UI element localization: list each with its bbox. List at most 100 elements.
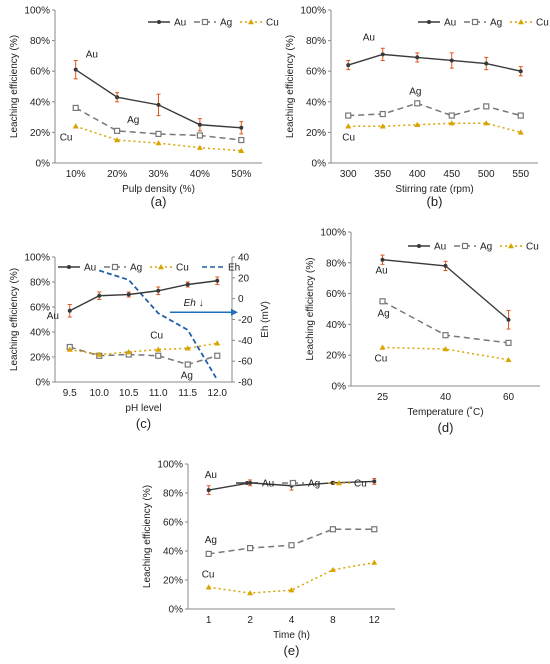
ag-series-line [75, 107, 242, 141]
chart-panel-d: 0% 20% 40% 60% 80% 100% 25 40 60 Temperature (˚C)… [305, 228, 540, 435]
y-tick-label: 60% [163, 518, 183, 529]
cu-data-label: Cu [375, 354, 388, 365]
ag-marker [205, 550, 212, 558]
au-data-label: Au [47, 311, 59, 322]
cu-data-label: Cu [342, 132, 355, 143]
x-axis-title: Stirring rate (rpm) [395, 184, 473, 195]
cu-marker [247, 590, 254, 596]
y-tick-label: 80% [30, 36, 50, 47]
au-marker [185, 282, 190, 287]
cu-marker [196, 144, 203, 150]
cu-marker [288, 587, 295, 593]
au-marker [417, 244, 421, 248]
y-tick-label: 20% [306, 128, 326, 139]
y-right-tick-label: 0 [238, 294, 244, 305]
legend-label-cu: Cu [526, 242, 539, 253]
legend-label-ag: Ag [130, 263, 142, 274]
eh-annotation: Eh ↓ [184, 298, 204, 309]
y-tick-label: 80% [306, 36, 326, 47]
au-marker [330, 480, 335, 485]
x-tick-label: 350 [374, 169, 391, 180]
au-marker [484, 61, 489, 66]
cu-marker [184, 345, 191, 351]
y-tick-label: 40% [163, 547, 183, 558]
au-marker [518, 69, 523, 74]
y-tick-label: 0% [169, 605, 184, 616]
cu-marker [125, 349, 132, 355]
panel-label: (c) [136, 416, 151, 431]
ag-marker [471, 18, 479, 26]
ag-marker [155, 130, 162, 138]
x-tick-label: 500 [478, 169, 495, 180]
cu-marker [345, 123, 352, 129]
cu-marker [96, 351, 103, 357]
ag-marker [247, 544, 254, 552]
cu-marker [508, 243, 514, 249]
cu-marker [72, 123, 79, 129]
ag-marker [379, 298, 386, 305]
au-series-line [69, 280, 218, 312]
y-right-tick-label: -20 [238, 315, 253, 326]
ag-marker [379, 110, 386, 118]
ag-marker [461, 242, 469, 250]
cu-marker [371, 559, 378, 565]
chart-panel-b: 0% 20% 40% 60% 80% 100% 300 350 400 450 500 550 Stir… [285, 6, 549, 210]
legend-label-cu: Cu [176, 263, 189, 274]
x-tick-label: 1 [206, 615, 212, 626]
cu-marker [379, 123, 386, 129]
ag-marker [214, 352, 221, 359]
ag-marker [329, 526, 336, 533]
ag-marker [201, 18, 209, 26]
y-axis-title: Leaching efficiency (%) [9, 268, 20, 371]
chart-panel-a: 0% 20% 40% 60% 80% 100% 10% 20% 30% 40% 50% Pulp de… [9, 6, 279, 210]
y-right-tick-label: -80 [238, 378, 253, 389]
cu-marker [248, 19, 254, 25]
ag-marker [111, 263, 119, 271]
ag-marker [184, 361, 191, 368]
au-marker [506, 317, 511, 322]
x-tick-label: 12.0 [208, 388, 228, 399]
cu-marker [483, 120, 490, 126]
y-right-tick-label: -60 [238, 357, 253, 368]
cu-marker [238, 147, 245, 153]
x-tick-label: 550 [512, 169, 529, 180]
cu-marker [517, 129, 524, 135]
x-axis-title: Pulp density (%) [122, 184, 195, 195]
eh-series-line [98, 269, 219, 381]
x-tick-label: 12 [369, 615, 381, 626]
legend-label-au: Au [434, 242, 446, 253]
cu-series-line [75, 125, 242, 152]
legend-label-cu: Cu [354, 479, 367, 490]
x-axis-title: Time (h) [273, 630, 310, 641]
y-axis-title: Leaching efficiency (%) [142, 485, 153, 588]
au-marker [97, 293, 102, 298]
x-tick-label: 10% [66, 169, 86, 180]
y-tick-label: 100% [320, 228, 346, 239]
y-tick-label: 40% [30, 97, 50, 108]
x-tick-label: 10.5 [119, 388, 139, 399]
x-tick-label: 450 [443, 169, 460, 180]
au-marker [156, 102, 161, 107]
y-right-tick-label: 40 [238, 253, 250, 264]
au-marker [115, 95, 120, 100]
y-axis-title: Leaching efficiency (%) [305, 257, 316, 360]
y-tick-label: 80% [30, 278, 50, 289]
legend-label-ag: Ag [480, 242, 492, 253]
legend-label-au: Au [262, 479, 274, 490]
panel-label: (d) [438, 420, 454, 435]
y-tick-label: 60% [30, 303, 50, 314]
x-tick-label: 8 [330, 615, 336, 626]
au-marker [197, 122, 202, 127]
cu-series-line [348, 122, 521, 134]
x-axis-title: pH level [125, 403, 161, 414]
cu-marker [114, 137, 121, 143]
x-tick-label: 11.0 [149, 388, 168, 399]
y-tick-label: 20% [30, 353, 50, 364]
ag-data-label: Ag [409, 86, 421, 97]
x-tick-label: 300 [340, 169, 357, 180]
x-tick-label: 40 [440, 392, 452, 403]
y-tick-label: 100% [24, 6, 50, 17]
cu-marker [329, 566, 336, 573]
panel-label: (e) [284, 643, 300, 658]
